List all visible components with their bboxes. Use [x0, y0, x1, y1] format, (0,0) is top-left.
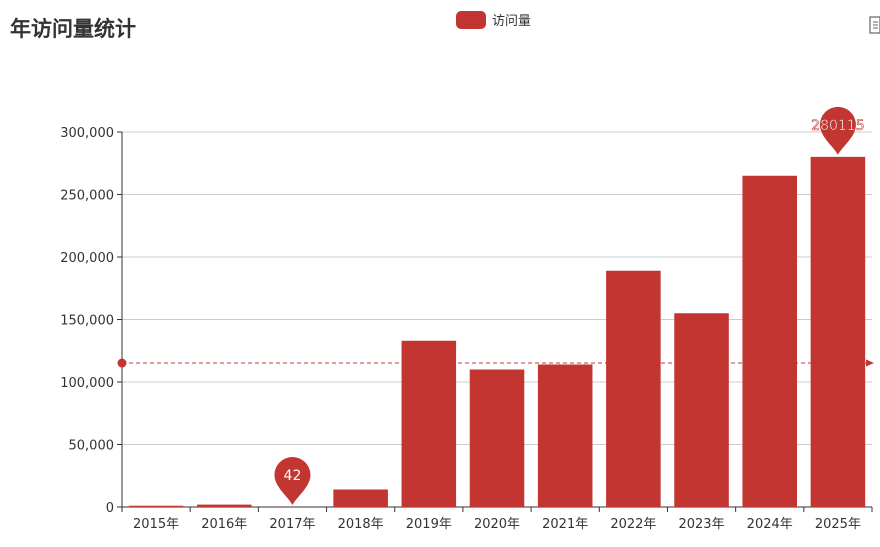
bar [742, 175, 797, 507]
y-tick-label: 200,000 [60, 251, 114, 266]
x-tick-label: 2019年 [406, 517, 452, 532]
chart-title: 年访问量统计 [10, 17, 136, 41]
y-tick-label: 150,000 [60, 314, 114, 329]
bar [674, 313, 729, 507]
x-tick-label: 2017年 [269, 517, 315, 532]
save-image-icon[interactable] [869, 16, 880, 34]
x-tick-label: 2015年 [133, 517, 179, 532]
legend-label: 访问量 [492, 14, 532, 29]
x-tick-label: 2021年 [542, 517, 588, 532]
y-tick-label: 0 [106, 501, 114, 516]
y-tick-label: 100,000 [60, 376, 114, 391]
x-tick-label: 2022年 [610, 517, 656, 532]
x-tick-label: 2018年 [338, 517, 384, 532]
average-line-start [117, 358, 127, 368]
y-tick-label: 250,000 [60, 189, 114, 204]
y-tick-label: 50,000 [69, 439, 115, 454]
bar [537, 364, 593, 507]
y-tick-label: 300,000 [60, 126, 114, 141]
x-tick-label: 2024年 [747, 517, 793, 532]
bar [197, 504, 252, 507]
mark-point-pin [274, 456, 311, 505]
x-tick-label: 2023年 [678, 517, 724, 532]
bar [469, 369, 525, 507]
bar [606, 270, 661, 507]
mark-point-label: 280115 [811, 118, 864, 134]
x-tick-label: 2016年 [201, 517, 247, 532]
x-tick-label: 2020年 [474, 517, 520, 532]
legend[interactable]: 访问量 [456, 10, 531, 29]
bar [810, 156, 866, 507]
bar [401, 340, 457, 507]
bar [333, 489, 388, 507]
average-line-end [866, 359, 874, 367]
x-tick-label: 2025年 [815, 517, 861, 532]
bar [128, 505, 184, 507]
mark-point-pin [819, 106, 856, 155]
mark-point-label: 42 [284, 468, 302, 484]
legend-swatch [456, 10, 486, 29]
